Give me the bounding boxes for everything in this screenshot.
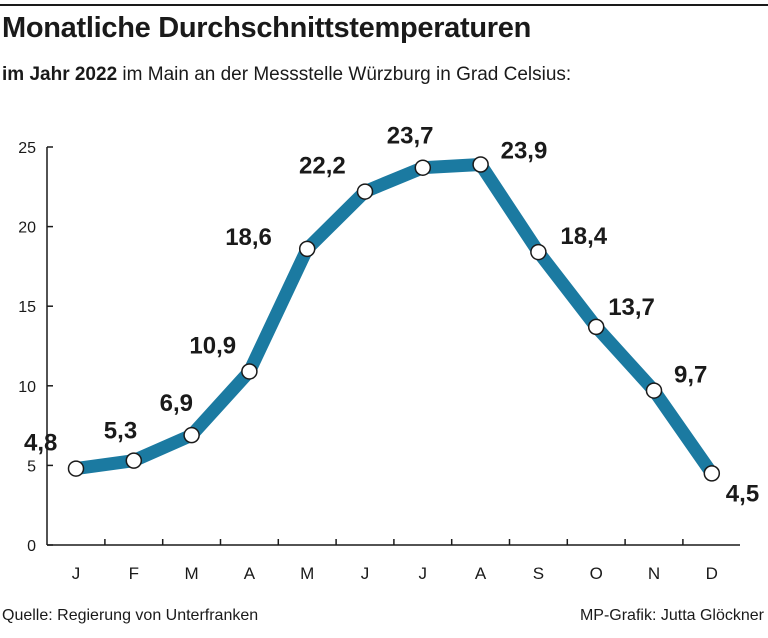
data-point-1 bbox=[125, 452, 143, 469]
x-tick-label-6: J bbox=[419, 564, 428, 583]
x-tick-label-4: M bbox=[300, 564, 314, 583]
temperature-line bbox=[69, 158, 719, 480]
x-tick-label-11: D bbox=[706, 564, 718, 583]
data-point-2 bbox=[183, 426, 200, 444]
chart-subtitle: im Jahr 2022 im Main an der Messstelle W… bbox=[2, 64, 571, 86]
data-label-11: 4,5 bbox=[726, 480, 759, 507]
data-point-0 bbox=[67, 460, 85, 477]
data-label-9: 13,7 bbox=[608, 294, 655, 321]
y-tick-label-3: 15 bbox=[18, 299, 36, 316]
data-label-0: 4,8 bbox=[24, 430, 57, 457]
x-tick-label-5: J bbox=[361, 564, 370, 583]
data-point-10 bbox=[645, 382, 663, 399]
subtitle-rest: im Main an der Messstelle Würzburg in Gr… bbox=[117, 64, 572, 85]
data-point-7 bbox=[472, 156, 489, 173]
data-label-4: 18,6 bbox=[225, 224, 272, 251]
y-tick-label-4: 20 bbox=[18, 220, 36, 237]
data-point-4 bbox=[298, 240, 316, 258]
data-label-1: 5,3 bbox=[104, 418, 137, 445]
x-tick-label-2: M bbox=[185, 564, 199, 583]
subtitle-bold: im Jahr 2022 bbox=[2, 64, 118, 85]
data-label-3: 10,9 bbox=[189, 332, 236, 359]
data-label-8: 18,4 bbox=[560, 223, 607, 250]
data-point-9 bbox=[587, 318, 605, 336]
x-tick-label-7: A bbox=[475, 564, 487, 583]
data-point-11 bbox=[703, 465, 721, 482]
chart-title: Monatliche Durchschnittstemperaturen bbox=[2, 12, 532, 44]
source-note: Quelle: Regierung von Unterfranken bbox=[2, 607, 259, 624]
x-tick-label-8: S bbox=[533, 564, 544, 583]
data-point-3 bbox=[241, 363, 258, 380]
data-point-8 bbox=[530, 243, 547, 261]
credit-note: MP-Grafik: Jutta Glöckner bbox=[579, 607, 764, 624]
y-tick-label-2: 10 bbox=[18, 379, 36, 396]
data-point-6 bbox=[414, 159, 432, 176]
y-tick-label-1: 5 bbox=[27, 458, 36, 475]
data-label-10: 9,7 bbox=[674, 362, 707, 389]
x-tick-label-10: N bbox=[648, 564, 660, 583]
y-tick-label-5: 25 bbox=[18, 140, 36, 157]
data-label-2: 6,9 bbox=[160, 390, 193, 417]
x-tick-label-3: A bbox=[244, 564, 256, 583]
data-point-5 bbox=[356, 183, 374, 200]
line-chart: 0 5 10 15 20 25 J F M A M J J A S O N D 4,8 5,3 6,9 10,9 18,6 2… bbox=[18, 123, 759, 583]
data-label-7: 23,9 bbox=[501, 138, 548, 165]
x-tick-label-9: O bbox=[590, 564, 603, 583]
x-tick-label-0: J bbox=[72, 564, 81, 583]
y-tick-label-0: 0 bbox=[27, 538, 36, 555]
x-tick-label-1: F bbox=[129, 564, 139, 583]
data-label-5: 22,2 bbox=[299, 153, 346, 180]
data-label-6: 23,7 bbox=[387, 123, 434, 150]
top-rule bbox=[0, 4, 768, 6]
